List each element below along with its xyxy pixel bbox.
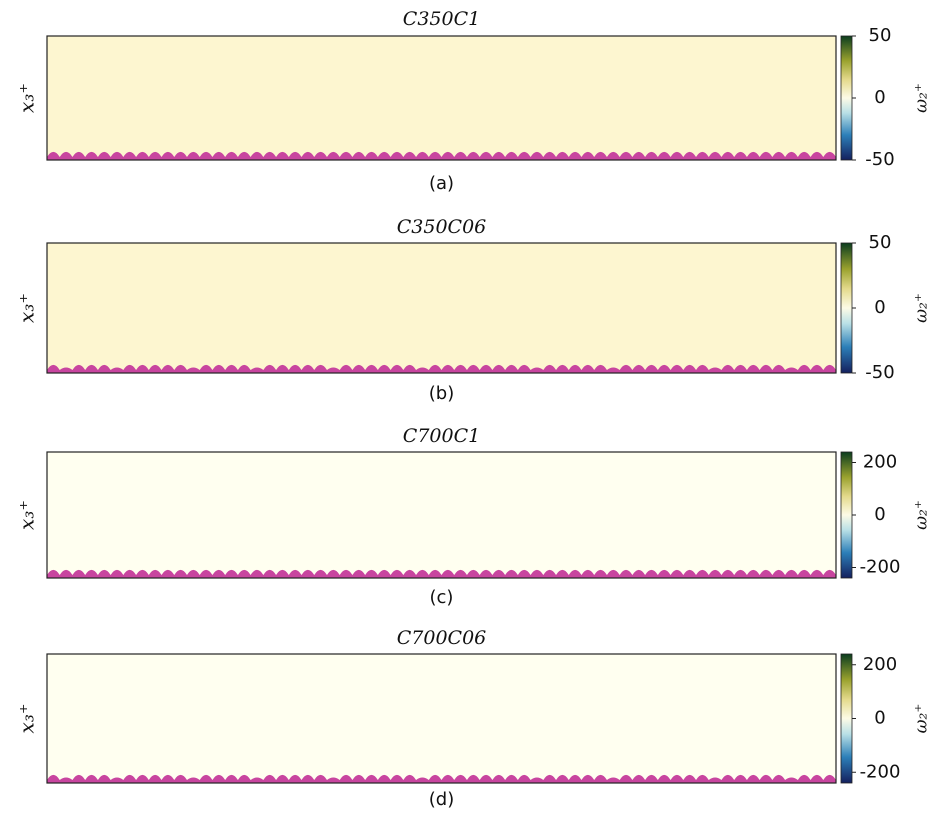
wall-roughness: [47, 364, 836, 373]
field: [47, 243, 836, 373]
colorbar-tick-label: -50: [865, 149, 894, 170]
colorbar-tick-label: 0: [874, 297, 885, 318]
colorbar: [840, 242, 853, 374]
colorbar-tick-label: 200: [863, 654, 897, 675]
field: [47, 654, 836, 783]
frame: [46, 451, 837, 579]
y-axis-label: x₃⁺: [15, 704, 39, 734]
y-axis-label: x₃⁺: [15, 500, 39, 530]
colorbar-tick-label: -50: [865, 362, 894, 383]
panel: C700C1 (c) x₃⁺ -200 0 200 ω₂⁺: [15, 425, 932, 608]
colorbar-tick-label: 50: [869, 25, 892, 46]
panel-title: C350C1: [403, 8, 480, 30]
colorbar-tick-label: 200: [863, 452, 897, 473]
colorbar-label: ω₂⁺: [912, 83, 932, 113]
panel: C700C06 (d) x₃⁺ -200 0 200 ω₂⁺: [15, 627, 932, 810]
wall-roughness: [47, 774, 836, 783]
colorbar-tick-label: 0: [874, 708, 885, 729]
colorbar-tick-label: 0: [874, 87, 885, 108]
frame: [46, 35, 837, 161]
panel-title: C700C06: [397, 627, 487, 649]
field: [47, 452, 836, 578]
wall-roughness: [47, 569, 836, 578]
colorbar: [840, 653, 853, 784]
panel-title: C700C1: [403, 425, 480, 447]
panel-label: (d): [429, 789, 454, 810]
panel-label: (b): [429, 383, 454, 404]
field: [47, 36, 836, 160]
panel: C350C06 (b) x₃⁺ -50 0 50 ω₂⁺: [15, 216, 932, 404]
panel-label: (c): [430, 587, 454, 608]
colorbar-tick-label: 0: [874, 504, 885, 525]
panel: C350C1 (a) x₃⁺ -50 0 50 ω₂⁺: [15, 8, 932, 194]
panel-title: C350C06: [397, 216, 487, 238]
colorbar: [840, 35, 853, 161]
colorbar-tick-label: -200: [860, 557, 901, 578]
wall-roughness: [47, 151, 836, 160]
colorbar-label: ω₂⁺: [912, 293, 932, 323]
y-axis-label: x₃⁺: [15, 293, 39, 323]
frame: [46, 653, 837, 784]
frame: [46, 242, 837, 374]
colorbar-label: ω₂⁺: [912, 704, 932, 734]
colorbar-tick-label: -200: [860, 761, 901, 782]
colorbar-label: ω₂⁺: [912, 500, 932, 530]
colorbar: [840, 451, 853, 579]
colorbar-tick-label: 50: [869, 232, 892, 253]
y-axis-label: x₃⁺: [15, 83, 39, 113]
panel-label: (a): [429, 173, 454, 194]
